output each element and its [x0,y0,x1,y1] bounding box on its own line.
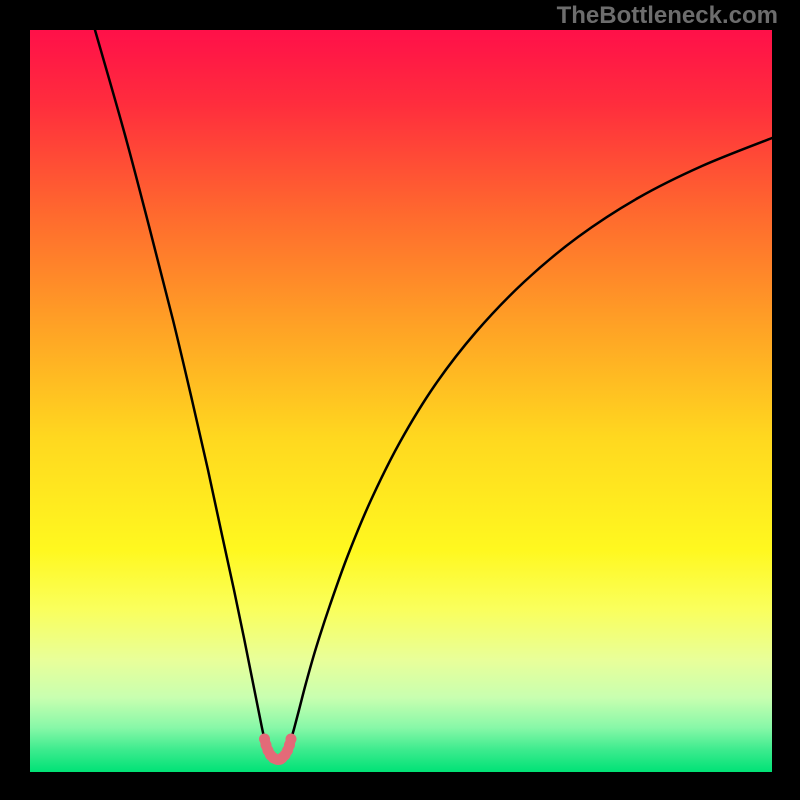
bottleneck-curve-right [291,138,772,739]
watermark-text: TheBottleneck.com [557,2,778,30]
valley-marker-dot [277,753,288,764]
chart-stage: TheBottleneck.com [0,0,800,800]
curve-layer [0,0,800,800]
bottleneck-curve-left [95,30,265,739]
